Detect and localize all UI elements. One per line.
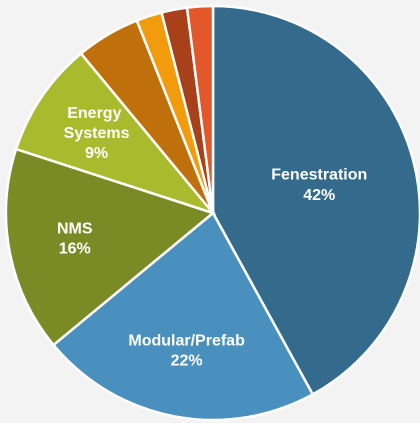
slice-label: Energy Systems (64, 105, 130, 142)
slice-value-label: 42% (303, 187, 335, 204)
pie-slice (51, 211, 315, 422)
slice-value-label: 16% (59, 241, 91, 258)
slice-label: Fenestration (271, 167, 367, 184)
slice-value-label: 22% (171, 352, 203, 369)
slice-value-label: 9% (85, 145, 108, 162)
pie-slice (185, 4, 215, 214)
slice-label-line: Energy (67, 105, 126, 122)
slice-label: Modular/Prefab (128, 332, 245, 349)
pie-slice (211, 4, 420, 397)
pie-slice (4, 147, 216, 347)
slice-label: NMS (57, 221, 93, 238)
slice-label-line: Systems (64, 125, 130, 142)
pie-slice (14, 51, 217, 216)
slice-label-line: Modular/Prefab (128, 332, 245, 349)
slice-label-line: NMS (57, 221, 93, 238)
slice-label-line: Fenestration (271, 167, 367, 184)
